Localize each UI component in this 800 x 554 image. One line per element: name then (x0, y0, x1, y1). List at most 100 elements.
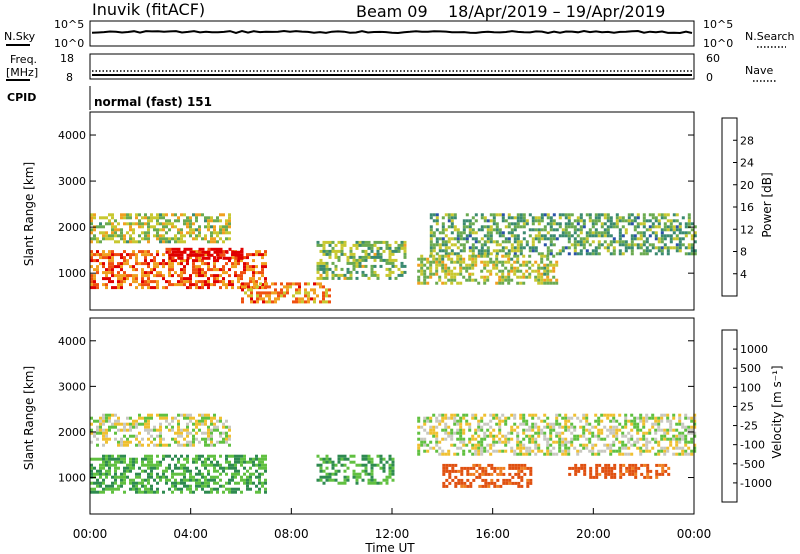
power-cell (201, 237, 204, 241)
velocity-cell (529, 469, 533, 473)
power-cell (328, 267, 332, 271)
velocity-cell (610, 475, 614, 479)
velocity-cell (237, 457, 240, 461)
power-cell (537, 278, 541, 282)
velocity-cell (636, 425, 640, 429)
velocity-cell (687, 428, 691, 432)
velocity-cell (159, 428, 162, 432)
power-cell (171, 213, 174, 217)
power-cell (438, 231, 442, 235)
velocity-cell (451, 466, 455, 470)
power-cell (120, 213, 123, 217)
velocity-cell (123, 469, 126, 473)
power-cell (492, 228, 496, 232)
velocity-cell (549, 449, 553, 453)
power-cell (222, 228, 225, 232)
velocity-cell (595, 475, 599, 479)
power-cell (435, 240, 439, 244)
velocity-cell (561, 452, 565, 456)
velocity-cell (606, 434, 610, 438)
power-cell (243, 256, 246, 260)
power-cell (486, 225, 490, 229)
power-cell (141, 268, 144, 272)
velocity-cell (645, 446, 649, 450)
power-cell (346, 276, 350, 280)
power-cell (540, 272, 544, 276)
power-cell (174, 283, 177, 287)
power-cell (246, 253, 249, 257)
velocity-cell (90, 469, 93, 473)
power-cell (495, 260, 499, 264)
power-cell (504, 240, 508, 244)
power-cell (195, 271, 198, 275)
power-cell (192, 213, 195, 217)
power-cell (429, 237, 433, 241)
velocity-cell (447, 452, 451, 456)
power-cell (447, 216, 451, 220)
power-cell (546, 263, 550, 267)
velocity-cell (361, 457, 365, 461)
velocity-cell (177, 487, 180, 491)
velocity-cell (466, 484, 470, 488)
power-cell (435, 228, 439, 232)
velocity-cell (480, 446, 484, 450)
velocity-cell (355, 475, 359, 479)
velocity-cell (180, 487, 183, 491)
power-cell (603, 234, 607, 238)
velocity-cell (370, 478, 374, 482)
power-cell (537, 252, 541, 256)
power-cell (255, 265, 258, 269)
power-cell (612, 225, 616, 229)
power-cell (648, 243, 652, 247)
velocity-cell (123, 440, 126, 444)
velocity-cell (243, 478, 246, 482)
power-cell (420, 257, 424, 261)
velocity-cell (150, 463, 153, 467)
power-cell (90, 240, 93, 244)
power-cell (540, 219, 544, 223)
power-cell (666, 234, 670, 238)
power-cell (507, 269, 511, 273)
power-cell (612, 249, 616, 253)
velocity-cell (474, 428, 478, 432)
power-cell (171, 259, 174, 263)
velocity-cell (111, 484, 114, 488)
power-cell (579, 252, 583, 256)
velocity-cell (195, 487, 198, 491)
velocity-cell (549, 452, 553, 456)
velocity-cell (499, 466, 503, 470)
power-cell (474, 254, 478, 258)
power-cell (690, 237, 694, 241)
power-cell (510, 249, 514, 253)
power-cell (241, 285, 244, 289)
velocity-cell (105, 437, 108, 441)
power-cell (582, 225, 586, 229)
velocity-cell (490, 466, 494, 470)
velocity-cell (456, 428, 460, 432)
velocity-cell (228, 466, 231, 470)
power-cell (486, 234, 490, 238)
power-cell (204, 225, 207, 229)
power-cell (216, 280, 219, 284)
power-cell (456, 228, 460, 232)
velocity-cell (435, 419, 439, 423)
velocity-cell (624, 416, 628, 420)
velocity-cell (132, 457, 135, 461)
velocity-cell (129, 428, 132, 432)
velocity-cell (213, 469, 216, 473)
power-cell (465, 237, 469, 241)
power-cell (465, 266, 469, 270)
velocity-cell (483, 413, 487, 417)
power-cell (165, 280, 168, 284)
power-cell (183, 247, 187, 251)
power-cell (117, 277, 120, 281)
power-cell (261, 283, 264, 287)
velocity-cell (192, 440, 195, 444)
velocity-cell (129, 466, 132, 470)
power-cell (189, 228, 192, 232)
power-cell (183, 268, 186, 272)
power-cell (99, 240, 102, 244)
velocity-cell (466, 478, 470, 482)
power-cell (147, 271, 150, 275)
power-cell (555, 278, 559, 282)
